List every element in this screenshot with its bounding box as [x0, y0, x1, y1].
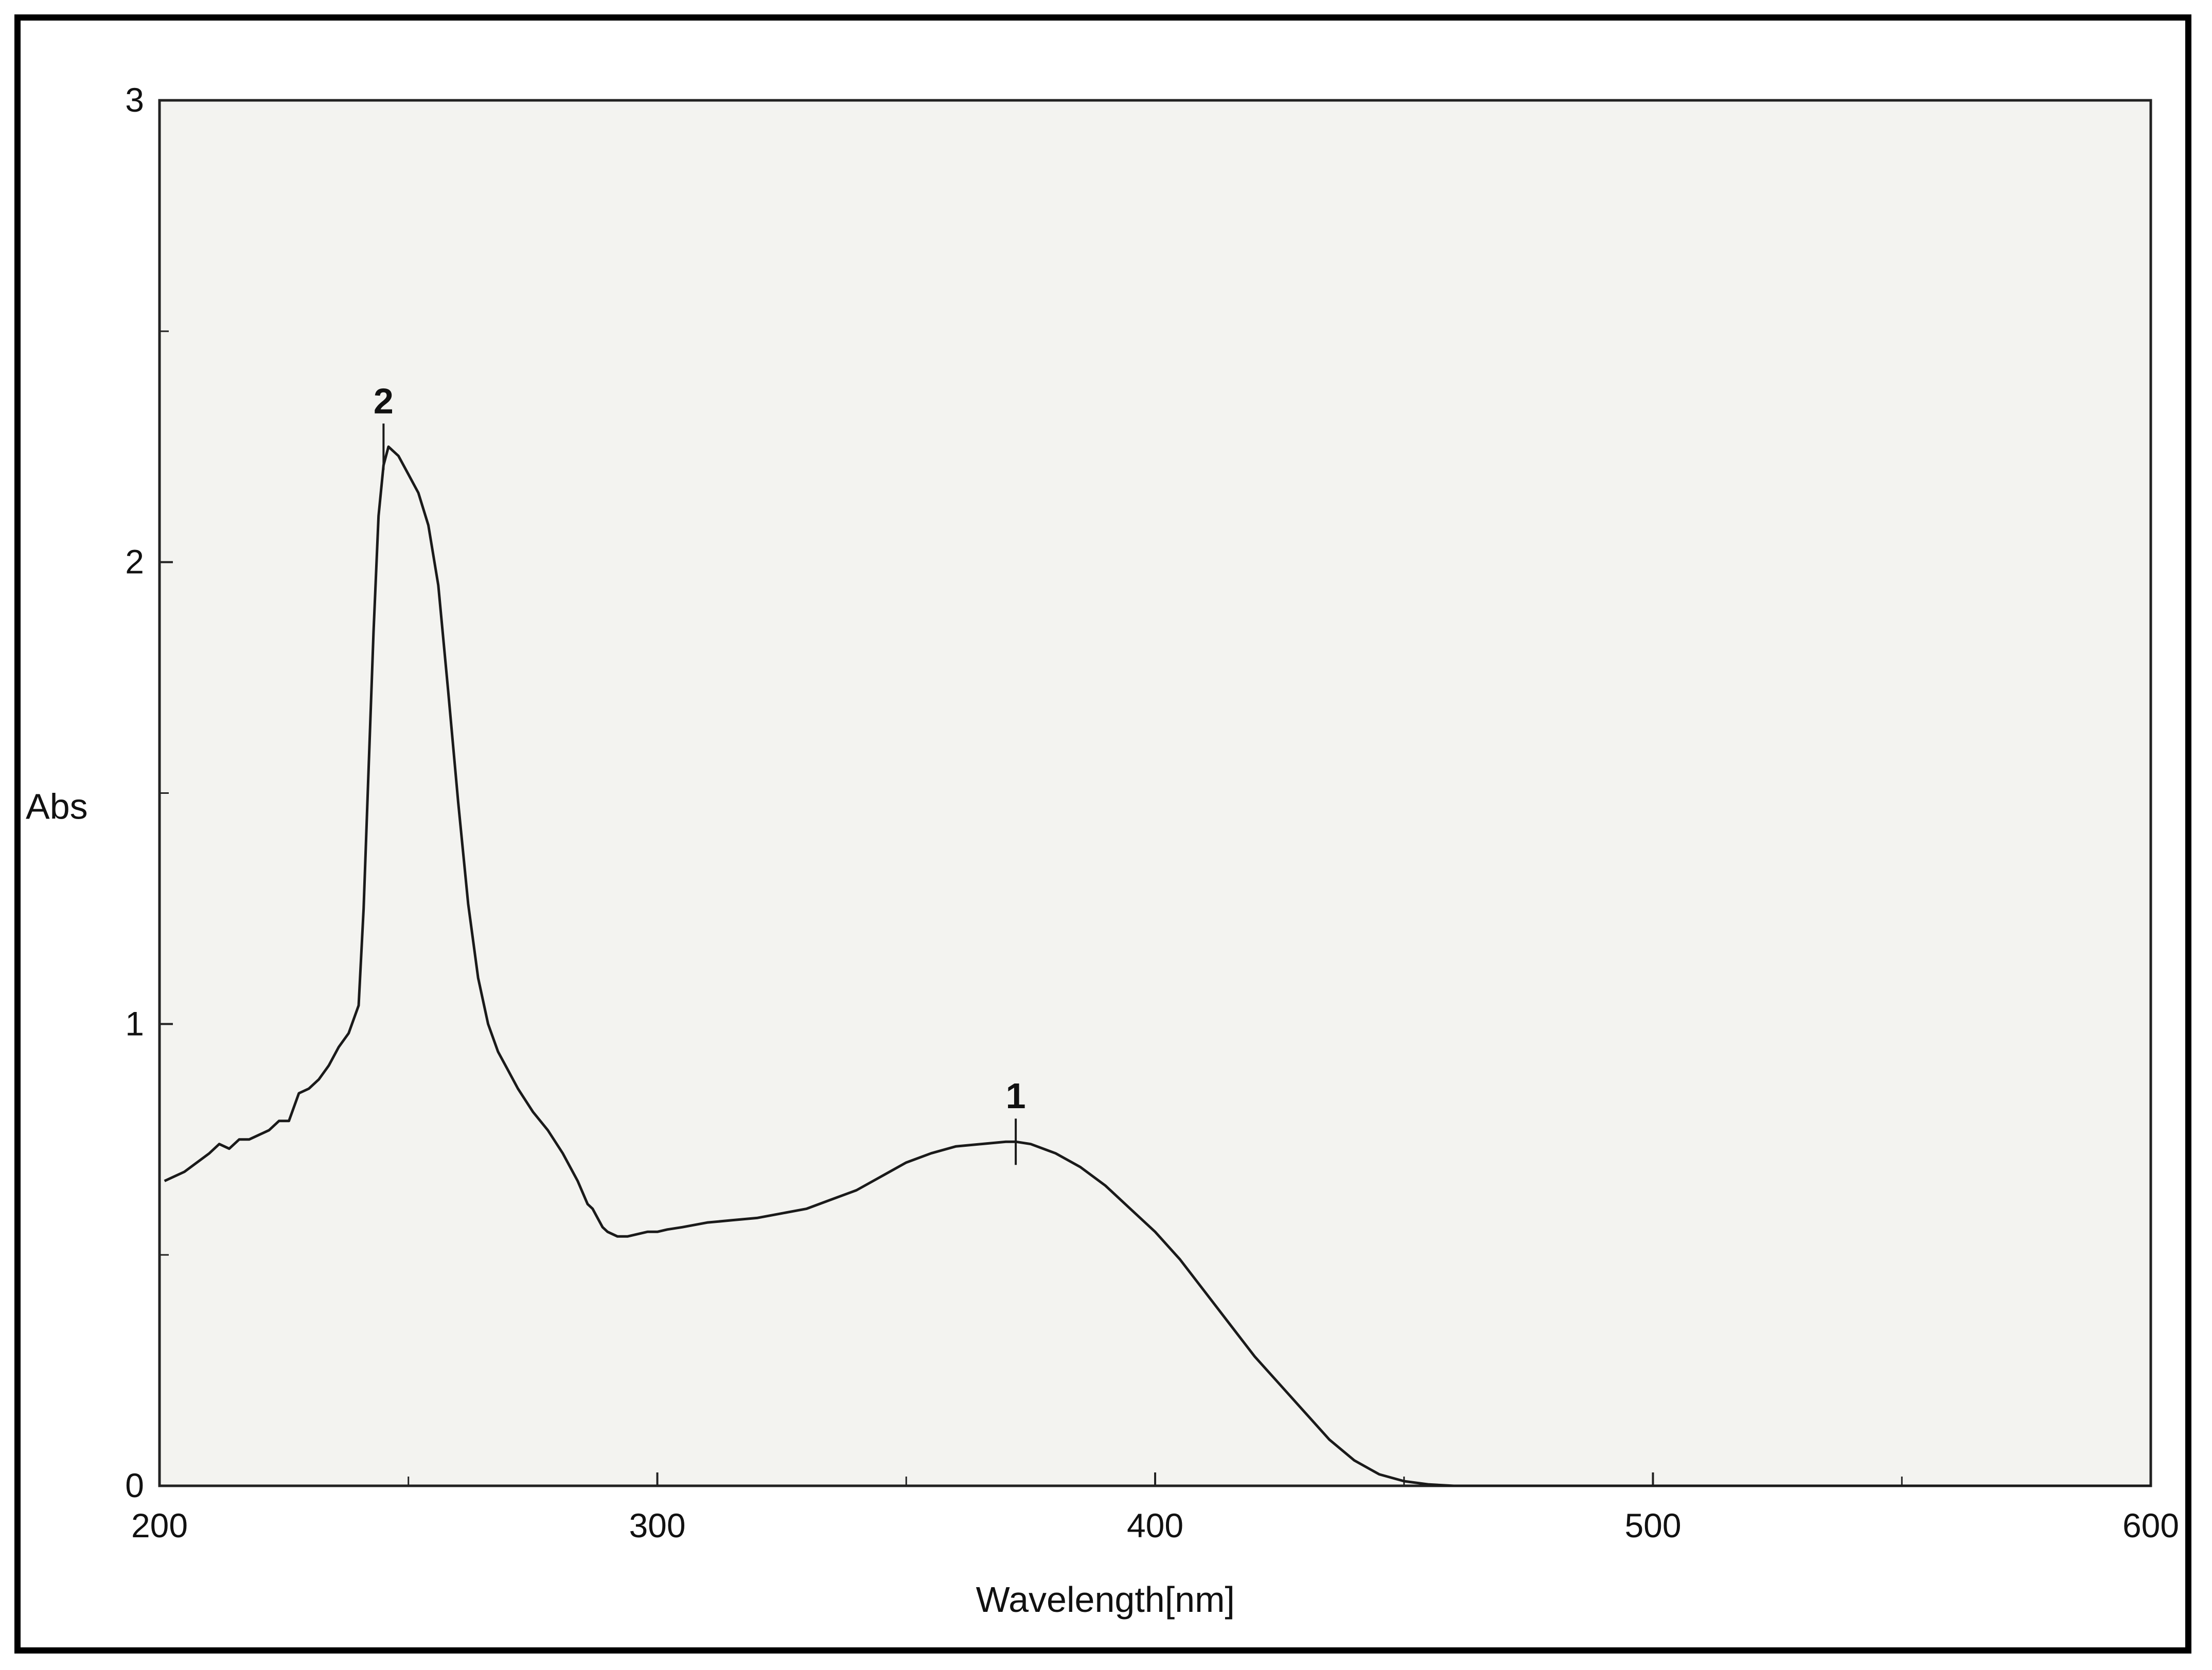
x-axis-title: Wavelength[nm]	[976, 1579, 1235, 1620]
y-tick-label: 3	[125, 81, 144, 119]
peak-label-1: 1	[1006, 1076, 1026, 1116]
plot-background	[160, 100, 2151, 1486]
x-tick-label: 200	[131, 1506, 188, 1544]
y-tick-label: 0	[125, 1466, 144, 1504]
peak-label-2: 2	[374, 381, 394, 421]
x-tick-label: 400	[1127, 1506, 1183, 1544]
x-tick-label: 500	[1624, 1506, 1681, 1544]
x-tick-label: 300	[629, 1506, 685, 1544]
x-axis-ticks: 200 300 400 500 600	[131, 1472, 2179, 1544]
absorbance-series-line	[164, 445, 2151, 1487]
x-tick-label: 600	[2122, 1506, 2179, 1544]
y-tick-label: 2	[125, 543, 144, 581]
y-tick-label: 1	[125, 1004, 144, 1042]
y-axis-title: Abs	[26, 787, 88, 827]
y-axis-ticks: 0 1 2 3	[125, 81, 173, 1504]
peak-markers: 21	[374, 381, 1026, 1165]
